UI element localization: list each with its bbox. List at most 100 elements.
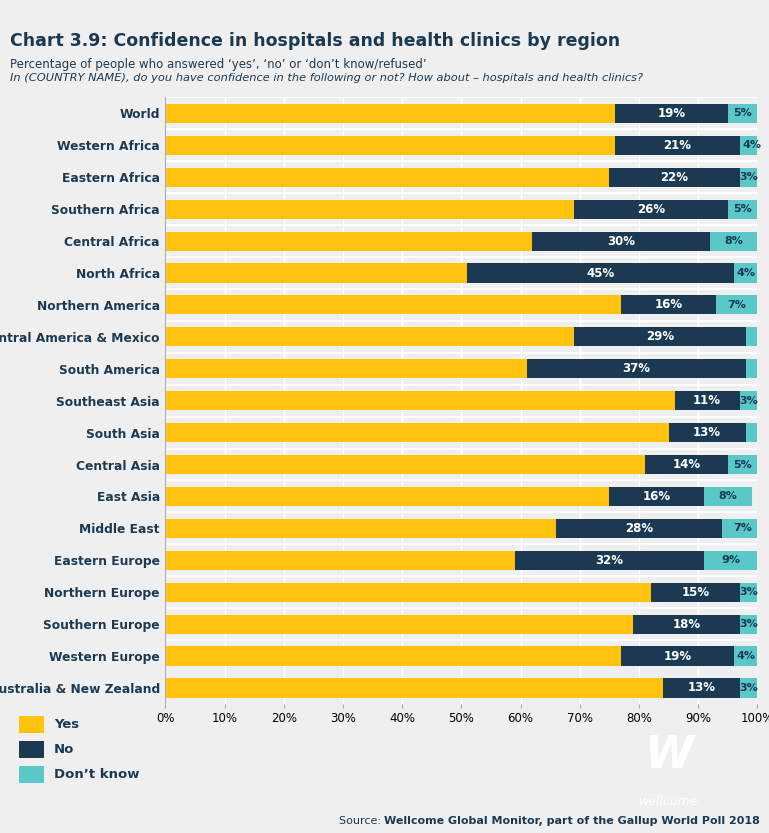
Bar <box>734 263 757 282</box>
Text: 29%: 29% <box>646 331 674 343</box>
Text: No: No <box>54 743 74 756</box>
Bar <box>740 615 757 634</box>
Text: 8%: 8% <box>718 491 737 501</box>
Bar <box>615 136 740 155</box>
Text: 3%: 3% <box>739 683 758 693</box>
Text: 3%: 3% <box>739 587 758 597</box>
Bar <box>740 582 757 601</box>
Bar <box>722 519 764 538</box>
Text: Wellcome Global Monitor, part of the Gallup World Poll 2018: Wellcome Global Monitor, part of the Gal… <box>384 816 761 826</box>
Text: 19%: 19% <box>664 650 691 662</box>
Bar <box>621 646 734 666</box>
Bar <box>165 200 574 219</box>
Bar <box>728 455 757 474</box>
Text: 15%: 15% <box>681 586 709 599</box>
Bar <box>716 296 757 315</box>
Bar <box>165 455 645 474</box>
Text: 13%: 13% <box>693 426 721 439</box>
Bar <box>609 486 704 506</box>
Text: 66%: 66% <box>347 521 375 535</box>
Bar <box>669 423 746 442</box>
Text: 16%: 16% <box>654 298 683 312</box>
Text: 5%: 5% <box>734 460 752 470</box>
Text: 76%: 76% <box>376 107 404 120</box>
Bar <box>165 615 633 634</box>
Bar <box>165 359 527 378</box>
Text: 45%: 45% <box>587 267 614 280</box>
Text: Percentage of people who answered ‘yes’, ‘no’ or ‘don’t know/refused’: Percentage of people who answered ‘yes’,… <box>10 58 427 72</box>
Bar <box>746 359 757 378</box>
Bar <box>165 423 669 442</box>
Bar <box>663 678 740 697</box>
Text: 28%: 28% <box>625 521 653 535</box>
Bar <box>165 167 609 187</box>
Text: 18%: 18% <box>672 617 701 631</box>
Bar <box>704 551 757 570</box>
Bar <box>165 519 556 538</box>
Text: 19%: 19% <box>657 107 686 120</box>
Bar <box>165 327 574 347</box>
Text: W: W <box>644 734 693 776</box>
Bar <box>165 646 621 666</box>
Bar <box>165 136 615 155</box>
Bar <box>740 392 757 410</box>
Text: 81%: 81% <box>391 458 419 471</box>
Text: Don’t know: Don’t know <box>54 768 139 781</box>
Text: 77%: 77% <box>379 650 408 662</box>
Text: 8%: 8% <box>724 236 743 246</box>
Text: 62%: 62% <box>335 235 363 247</box>
Bar <box>527 359 746 378</box>
Text: wellcome: wellcome <box>639 795 698 807</box>
Text: 22%: 22% <box>661 171 688 184</box>
Text: 79%: 79% <box>385 617 413 631</box>
Bar <box>621 296 716 315</box>
Text: 4%: 4% <box>736 651 755 661</box>
Text: 4%: 4% <box>742 140 761 150</box>
Text: 75%: 75% <box>373 171 401 184</box>
Bar <box>468 263 734 282</box>
Bar <box>728 200 757 219</box>
Bar <box>574 200 728 219</box>
Bar <box>740 136 764 155</box>
Text: 5%: 5% <box>734 108 752 118</box>
Bar <box>532 232 710 251</box>
Text: 69%: 69% <box>355 331 384 343</box>
Bar <box>633 615 740 634</box>
Text: 3%: 3% <box>739 396 758 406</box>
Bar <box>165 232 532 251</box>
Text: 84%: 84% <box>400 681 428 695</box>
Text: Yes: Yes <box>54 718 79 731</box>
Bar <box>710 232 757 251</box>
Text: 14%: 14% <box>672 458 701 471</box>
Text: 26%: 26% <box>637 202 665 216</box>
Text: 21%: 21% <box>664 139 691 152</box>
Text: 76%: 76% <box>376 139 404 152</box>
Bar <box>165 486 609 506</box>
Bar <box>651 582 740 601</box>
Text: 75%: 75% <box>373 490 401 503</box>
Bar <box>740 167 757 187</box>
Bar <box>574 327 746 347</box>
Text: Chart 3.9: Confidence in hospitals and health clinics by region: Chart 3.9: Confidence in hospitals and h… <box>10 32 620 50</box>
Bar <box>734 646 757 666</box>
Bar <box>165 104 615 123</box>
Text: 5%: 5% <box>734 204 752 214</box>
Bar <box>645 455 728 474</box>
Bar <box>746 423 757 442</box>
Text: 59%: 59% <box>326 554 355 566</box>
Bar <box>165 296 621 315</box>
Bar <box>165 582 651 601</box>
Text: 85%: 85% <box>403 426 431 439</box>
Text: 37%: 37% <box>622 362 650 375</box>
Text: 32%: 32% <box>595 554 624 566</box>
Bar <box>609 167 740 187</box>
Text: 16%: 16% <box>643 490 671 503</box>
Bar <box>704 486 751 506</box>
Text: 30%: 30% <box>608 235 635 247</box>
Text: 69%: 69% <box>355 202 384 216</box>
Text: 51%: 51% <box>302 267 331 280</box>
Text: 9%: 9% <box>721 556 741 566</box>
Text: 86%: 86% <box>406 394 434 407</box>
Bar <box>674 392 740 410</box>
Bar <box>556 519 722 538</box>
